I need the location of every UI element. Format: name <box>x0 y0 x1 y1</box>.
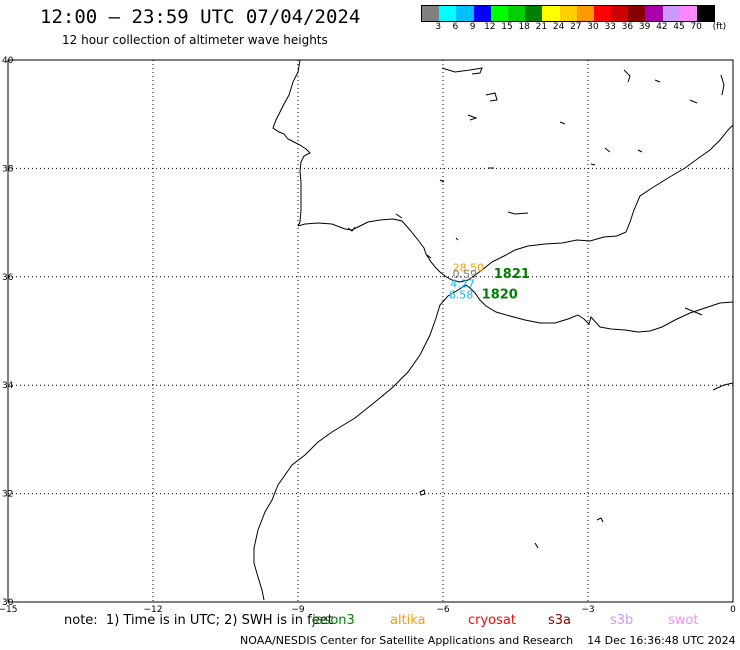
wave-height-value: 4.27 <box>450 278 475 291</box>
satellite-legend-item: swot <box>668 613 699 628</box>
observation-layer: 28.500.594.276.58 1821 1820 <box>449 261 530 302</box>
colorbar-swatch <box>456 6 474 21</box>
wave-height-value: 6.58 <box>449 288 474 301</box>
colorbar-label: 45 <box>673 22 685 32</box>
colorbar-label: 36 <box>621 22 634 32</box>
satellite-legend-item: cryosat <box>468 613 516 628</box>
colorbar-label: 21 <box>535 22 548 32</box>
colorbar-swatch <box>697 6 715 21</box>
colorbar-swatch <box>628 6 646 21</box>
wave-height-value: 28.50 <box>453 261 485 274</box>
footer-note: note: 1) Time is in UTC; 2) SWH is in fe… <box>64 613 333 628</box>
satellite-legend-item: altika <box>390 613 426 628</box>
colorbar-swatch <box>611 6 629 21</box>
colorbar-label: 15 <box>501 22 513 32</box>
colorbar-swatch <box>490 6 508 21</box>
colorbar-label: 39 <box>638 22 651 32</box>
colorbar-swatch <box>422 6 440 21</box>
lon-tick-label: −9 <box>291 605 305 615</box>
lon-tick-label: −15 <box>0 605 18 615</box>
colorbar-swatch <box>576 6 594 21</box>
colorbar-label: 9 <box>469 22 476 32</box>
pass-time-label: 1820 <box>482 287 518 302</box>
satellite-legend-item: s3a <box>548 613 572 628</box>
satellite-legend-item: s3b <box>610 613 634 628</box>
colorbar-swatch <box>473 6 491 21</box>
colorbar-label: (ft) <box>712 22 727 32</box>
colorbar-swatch <box>507 6 526 21</box>
colorbar-swatch <box>439 6 457 21</box>
colorbar-swatch <box>525 6 543 21</box>
lat-tick-label: 38 <box>2 164 14 174</box>
colorbar-label: 42 <box>656 22 668 32</box>
colorbar-swatch <box>645 6 663 21</box>
lon-tick-label: −12 <box>144 605 163 615</box>
map-frame <box>7 59 734 603</box>
colorbar-swatch <box>542 6 560 21</box>
colorbar-swatch <box>559 6 577 21</box>
wave-height-value: 0.59 <box>453 268 478 281</box>
colorbar-swatch <box>593 6 612 21</box>
colorbar-swatch <box>679 6 697 21</box>
graticule <box>8 60 733 602</box>
lon-tick-label: −3 <box>581 605 594 615</box>
lat-tick-label: 40 <box>2 56 14 66</box>
colorbar-swatch <box>662 6 680 21</box>
coastline <box>253 59 734 601</box>
lat-tick-label: 36 <box>2 273 14 283</box>
lat-tick-label: 32 <box>2 490 13 500</box>
chart-title: 12:00 – 23:59 UTC 07/04/2024 <box>40 6 361 28</box>
lat-tick-label: 30 <box>2 598 14 608</box>
chart-subtitle: 12 hour collection of altimeter wave hei… <box>62 33 328 47</box>
lon-tick-label: 0 <box>730 605 736 615</box>
colorbar-label: 70 <box>690 22 702 32</box>
altimeter-map: −15 −12 −9 −6 −3 0 40 38 36 34 32 30 28.500.594.276… <box>0 56 736 615</box>
colorbar-label: 3 <box>435 22 442 32</box>
lat-tick-label: 34 <box>2 381 14 391</box>
wave-height-colorbar <box>421 5 716 22</box>
axis-tick-labels: −15 −12 −9 −6 −3 0 40 38 36 34 32 30 <box>0 56 736 615</box>
colorbar-label: 12 <box>484 22 496 32</box>
colorbar-label: 6 <box>452 22 459 32</box>
credit-line: NOAA/NESDIS Center for Satellite Applica… <box>240 634 736 647</box>
colorbar-label: 33 <box>604 22 616 32</box>
pass-time-label: 1821 <box>494 267 530 282</box>
colorbar-label: 24 <box>552 22 565 32</box>
colorbar-label: 30 <box>587 22 599 32</box>
lon-tick-label: −6 <box>436 605 450 615</box>
colorbar-label: 27 <box>570 22 582 32</box>
colorbar-label: 18 <box>518 22 530 32</box>
satellite-legend-item: jason3 <box>312 613 355 628</box>
colorbar-labels: 3 6 9 12 15 18 21 24 27 30 33 36 39 42 45 70 (ft) <box>421 22 740 34</box>
